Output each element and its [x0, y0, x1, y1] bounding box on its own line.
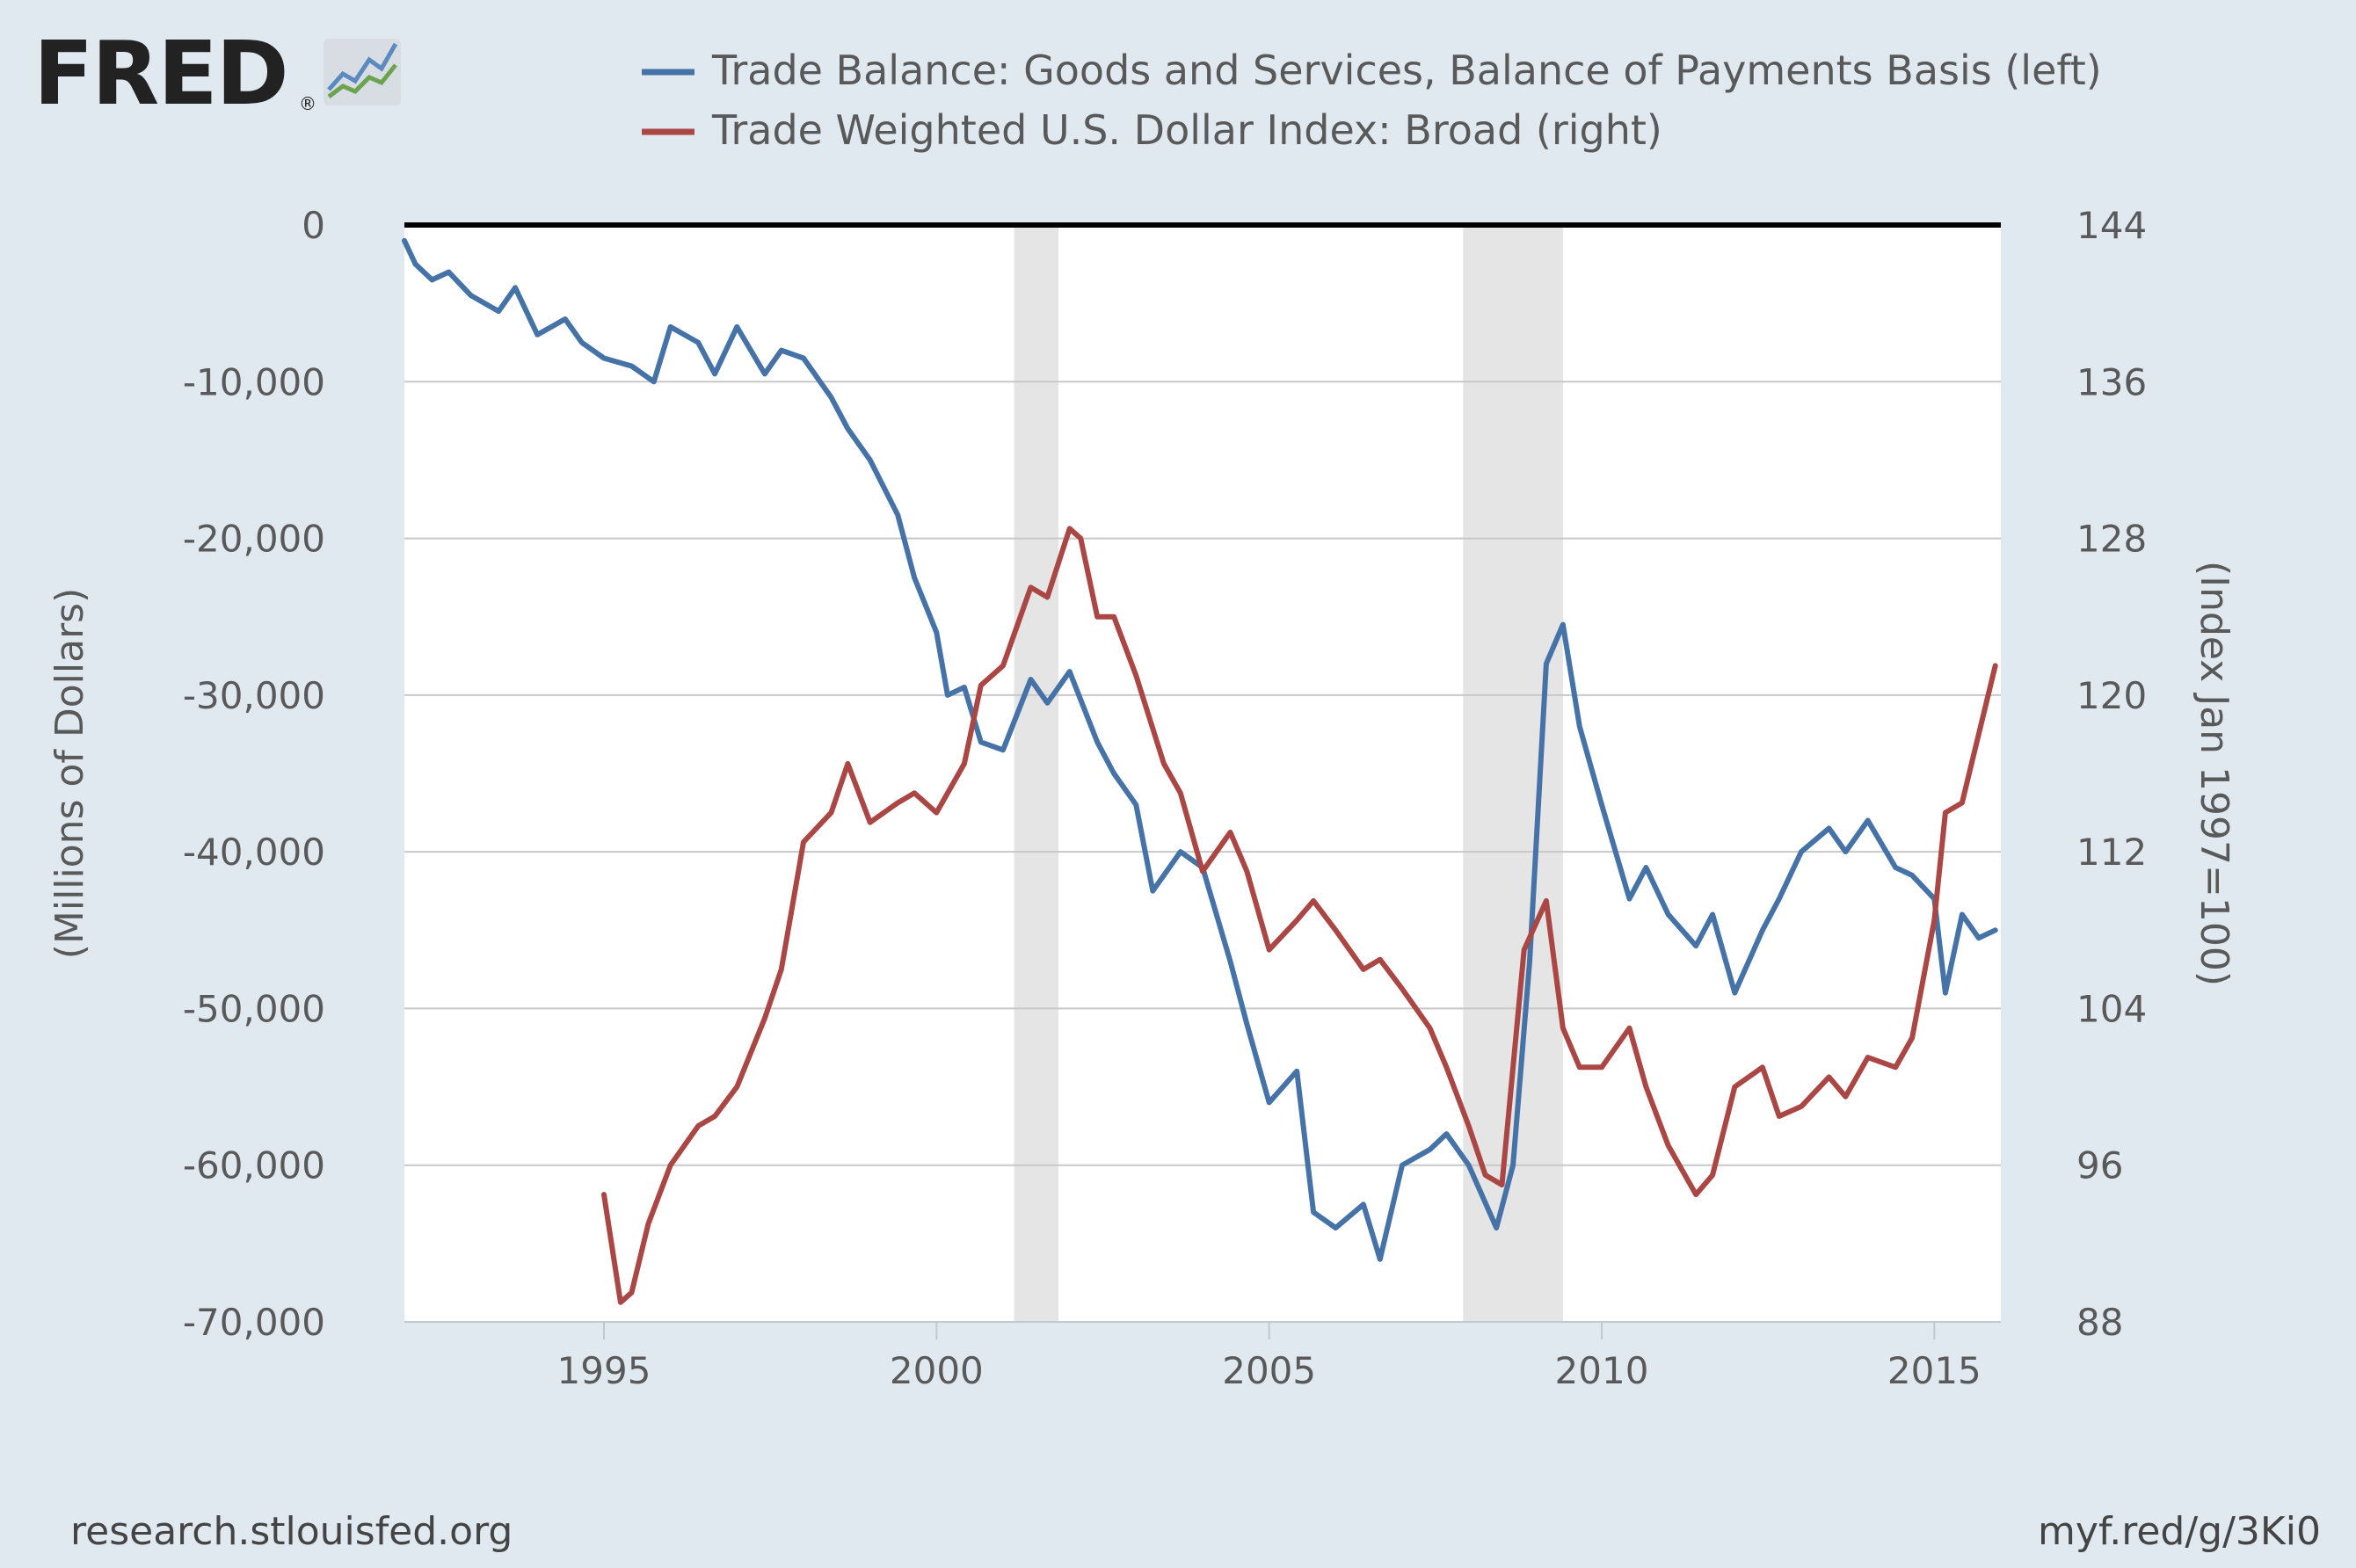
y-right-tick-label: 128: [2076, 518, 2147, 561]
axes: 0 -10,000 -20,000 -30,000 -40,000 -50,000 -60,…: [183, 204, 2147, 1392]
x-tick-label: 1995: [557, 1349, 651, 1392]
y-left-tick-label: -10,000: [183, 360, 325, 403]
y-right-tick-label: 112: [2076, 831, 2147, 874]
footer-source-link[interactable]: research.stlouisfed.org: [70, 1509, 513, 1554]
y-left-axis-title: (Millions of Dollars): [47, 588, 92, 960]
legend: Trade Balance: Goods and Services, Balan…: [642, 47, 2102, 154]
y-right-tick-label: 144: [2076, 204, 2147, 247]
x-tick-label: 2000: [890, 1349, 984, 1392]
x-tick-label: 2005: [1222, 1349, 1316, 1392]
registered-mark: ®: [299, 93, 316, 114]
y-right-tick-label: 104: [2076, 987, 2147, 1030]
legend-item-dollar-index[interactable]: Trade Weighted U.S. Dollar Index: Broad …: [642, 106, 1662, 154]
plot-area: [404, 225, 2001, 1322]
legend-label-dollar-index: Trade Weighted U.S. Dollar Index: Broad …: [711, 106, 1662, 154]
line-chart-icon: [324, 39, 401, 105]
y-left-tick-label: -40,000: [183, 831, 325, 874]
x-tick-label: 2010: [1555, 1349, 1649, 1392]
series-line-dollar-index: [601, 526, 1998, 1305]
footer-short-link[interactable]: myf.red/g/3Ki0: [2038, 1509, 2321, 1554]
y-left-tick-label: -30,000: [183, 674, 325, 717]
legend-label-trade-balance: Trade Balance: Goods and Services, Balan…: [711, 47, 2102, 94]
y-left-tick-label: -70,000: [183, 1301, 325, 1344]
y-left-tick-label: 0: [302, 204, 325, 247]
legend-item-trade-balance[interactable]: Trade Balance: Goods and Services, Balan…: [642, 47, 2102, 94]
y-right-axis-title: (Index Jan 1997=100): [2192, 561, 2236, 986]
y-left-tick-label: -60,000: [183, 1144, 325, 1187]
logo-text: FRED: [33, 22, 287, 125]
recession-band-0: [1014, 225, 1059, 1322]
y-left-tick-label: -20,000: [183, 518, 325, 561]
y-right-tick-label: 120: [2076, 674, 2147, 717]
y-right-tick-label: 136: [2076, 360, 2147, 403]
y-right-tick-label: 88: [2076, 1301, 2123, 1344]
x-tick-label: 2015: [1887, 1349, 1982, 1392]
y-left-tick-label: -50,000: [183, 987, 325, 1030]
fred-logo[interactable]: FRED ®: [33, 22, 401, 125]
series-layer: [402, 237, 1998, 1305]
y-right-tick-label: 96: [2076, 1144, 2123, 1187]
